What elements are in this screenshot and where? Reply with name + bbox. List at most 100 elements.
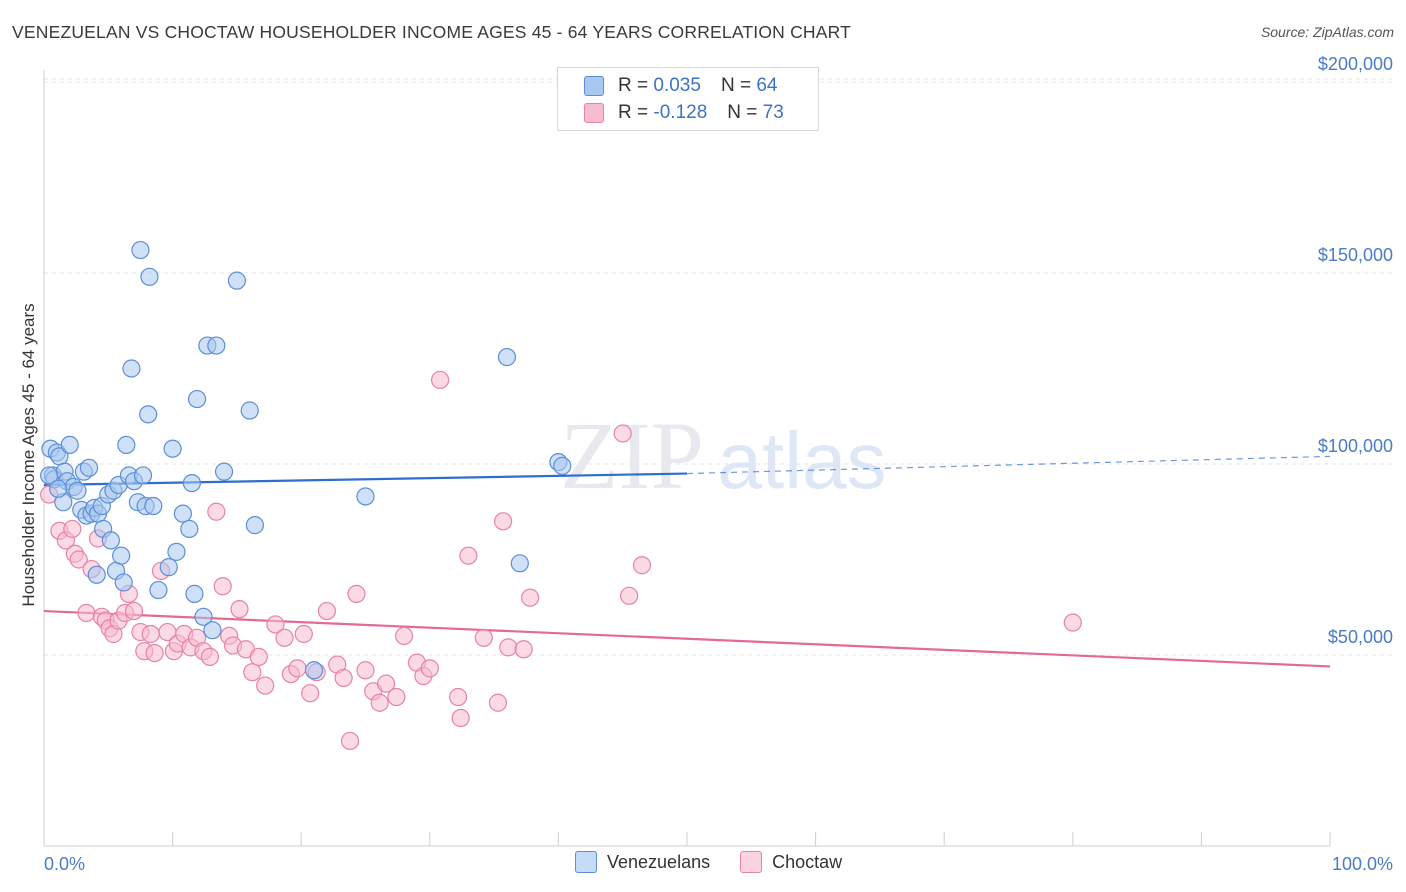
point-choctaw [494,512,513,531]
point-venezuelans [117,435,136,454]
point-venezuelans [194,607,213,626]
point-choctaw [459,546,478,565]
y-axis-label: Householder Income Ages 45 - 64 years [19,303,38,606]
point-choctaw [124,601,144,621]
bottom-legend: Venezuelans Choctaw [575,851,872,873]
x-tick-label-min: 0.0% [44,854,85,874]
legend-swatch-choctaw [584,103,604,123]
legend-n-value: 64 [756,75,778,96]
bottom-legend-venezuelans: Venezuelans [575,851,710,873]
legend-r-value: 0.035 [653,75,701,96]
point-choctaw [301,684,320,703]
point-choctaw [376,674,396,693]
point-venezuelans [131,240,150,260]
point-choctaw [294,624,313,644]
point-choctaw [387,687,406,707]
point-choctaw [200,647,219,667]
point-venezuelans [60,435,79,454]
source-label: Source: ZipAtlas.com [1260,24,1394,40]
watermark-zip: ZIP [560,402,704,509]
bottom-legend-swatch-choctaw [740,851,763,873]
bottom-legend-swatch-venezuelans [575,851,597,873]
point-venezuelans [159,558,178,577]
data-points [40,240,1082,751]
point-choctaw [420,659,439,678]
chart-title: VENEZUELAN VS CHOCTAW HOUSEHOLDER INCOME… [12,22,852,42]
point-venezuelans [304,661,324,680]
point-choctaw [347,584,366,603]
point-choctaw [266,615,285,634]
point-venezuelans [40,466,59,485]
point-choctaw [230,600,249,619]
legend-r-label: R = [618,75,649,96]
point-venezuelans [207,336,226,355]
x-tick-label-max: 100.0% [1332,854,1393,874]
point-venezuelans [140,267,159,286]
point-venezuelans [144,496,163,516]
point-venezuelans [163,439,182,458]
point-venezuelans [122,359,141,378]
legend-r-value: -0.128 [653,102,708,123]
legend-r-label: R = [618,102,649,123]
point-choctaw [207,502,226,521]
trend-line-venezuelans-extension [686,455,1331,475]
point-venezuelans [182,474,201,493]
point-choctaw [213,577,232,596]
point-venezuelans [68,481,87,500]
point-choctaw [514,640,533,659]
point-choctaw [317,601,337,621]
point-venezuelans [87,565,106,584]
point-venezuelans [185,584,204,603]
point-venezuelans [240,401,259,420]
point-choctaw [288,659,307,678]
y-tick-label: $50,000 [1328,627,1393,647]
point-choctaw [394,626,414,646]
y-tick-label: $150,000 [1318,245,1393,265]
point-choctaw [488,693,508,712]
point-venezuelans [227,271,246,290]
bottom-legend-label-venezuelans: Venezuelans [607,851,711,872]
point-venezuelans [49,479,68,498]
point-venezuelans [214,462,234,481]
point-choctaw [620,586,639,605]
trend-line-venezuelans [43,472,688,487]
legend-n-label: N = [720,75,752,96]
point-choctaw [275,628,294,647]
point-choctaw [370,693,389,712]
point-choctaw [141,624,160,644]
bottom-legend-choctaw: Choctaw [740,851,842,873]
point-choctaw [1063,613,1082,632]
point-venezuelans [112,546,131,565]
point-choctaw [334,668,353,688]
legend-n-label: N = [727,102,758,123]
y-tick-label: $200,000 [1318,54,1393,74]
point-choctaw [451,708,470,728]
legend: R = 0.035 N = 64 R = -0.128 N = 73 [557,67,819,131]
point-venezuelans [114,573,133,592]
point-venezuelans [356,487,375,506]
point-venezuelans [203,621,222,640]
point-venezuelans [133,466,153,485]
point-choctaw [340,731,360,751]
point-choctaw [521,588,540,607]
point-choctaw [632,556,652,575]
point-choctaw [448,687,468,707]
point-choctaw [613,424,632,443]
point-venezuelans [79,458,99,477]
point-choctaw [77,603,96,623]
point-choctaw [63,519,82,539]
point-venezuelans [173,504,192,523]
trend-line-choctaw [43,609,1331,668]
trend-lines [43,455,1331,668]
point-choctaw [499,638,518,657]
x-ticks [43,832,1331,846]
point-venezuelans [187,389,207,409]
point-choctaw [243,663,262,682]
point-venezuelans [149,580,168,600]
legend-swatch-venezuelans [584,76,604,96]
point-venezuelans [497,347,517,367]
point-choctaw [430,370,450,390]
legend-n-value: 73 [762,102,784,123]
point-venezuelans [553,456,572,476]
